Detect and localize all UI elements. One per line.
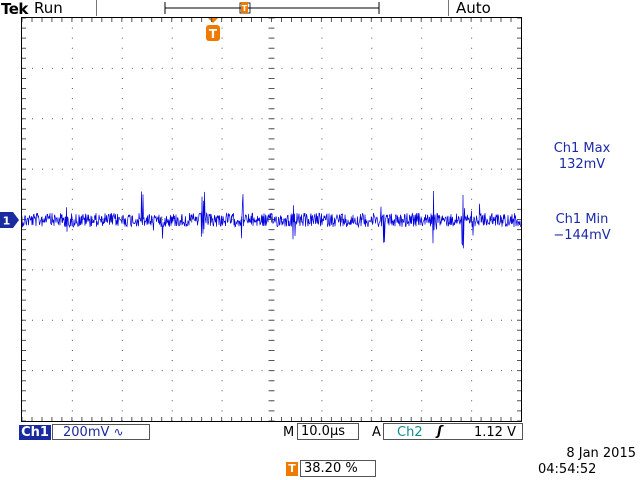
header-divider [448,0,449,16]
trigger-marker-text: T [209,27,218,41]
time-readout: 04:54:52 [538,462,597,477]
brand-logo: Tek [1,0,28,18]
trigger-marker-icon[interactable]: T [203,17,223,43]
trigger-prefix: A [372,425,381,440]
record-position-bar: T [164,2,380,14]
acquisition-state: Run [34,0,63,17]
trigger-mode: Auto [456,0,491,17]
ch1-label: Ch1 [19,425,51,440]
date-readout: 8 Jan 2015 [566,446,636,461]
ch1-ground-marker-icon[interactable]: 1 [0,212,20,228]
coupling-icon: ∿ [113,425,124,439]
trigger-source: Ch2 [397,425,423,440]
record-trigger-icon: T [241,2,248,13]
meas-ch1-max-label: Ch1 Max [553,141,611,156]
record-trigger-text: T [242,4,248,13]
meas-ch1-min-value: −144mV [553,228,611,243]
meas-ch1-min-label: Ch1 Min [555,212,609,227]
timebase-readout: 10.0µs [297,423,359,440]
ch1-scale-readout: 200mV ∿ [52,424,150,440]
ch1-ground-marker-text: 1 [3,215,11,228]
meas-ch1-max-value: 132mV [558,157,606,172]
graticule-ticks [22,18,521,421]
trigger-slope-icon: ʃ [437,424,443,439]
timebase-prefix: M [283,425,295,440]
trigger-readout-box [383,423,523,440]
ch1-waveform-trace [22,190,521,249]
trigger-position-readout: 38.20 % [300,460,376,477]
header-divider [96,0,97,16]
waveform-display [22,18,521,421]
graticule-screen [21,17,522,422]
ch1-volts-per-div: 200mV [63,425,110,440]
trigger-level: 1.12 V [474,425,516,440]
trigger-position-icon: T [286,462,298,476]
